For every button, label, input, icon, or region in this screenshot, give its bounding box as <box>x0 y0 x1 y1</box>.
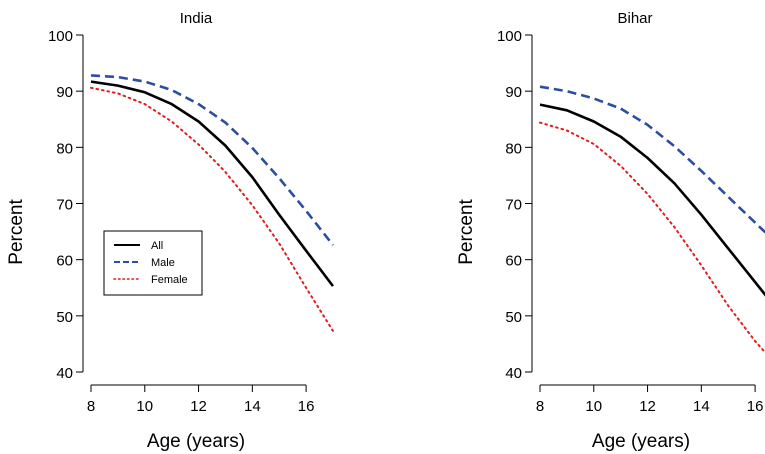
bihar-x-tick-label: 14 <box>693 398 710 415</box>
india-x-tick-label: 12 <box>190 398 207 415</box>
legend-label-male: Male <box>151 257 175 269</box>
bihar-y-tick-label: 100 <box>497 28 522 45</box>
india-y-tick-label: 60 <box>56 253 73 270</box>
india-y-axis-label: Percent <box>6 199 27 265</box>
india-y-tick-label: 100 <box>48 28 73 45</box>
bihar-y-tick-label: 40 <box>505 365 522 382</box>
india-y-tick-label: 50 <box>56 309 73 326</box>
bihar-y-tick-label: 70 <box>505 197 522 214</box>
india-y-tick-label: 70 <box>56 197 73 214</box>
india-series-all-line <box>90 80 335 287</box>
bihar-chart-title: Bihar <box>617 10 652 27</box>
india-series-male-line <box>90 74 335 246</box>
legend-box <box>103 230 203 296</box>
bihar-series-male-line <box>539 85 765 234</box>
bihar-x-tick-label: 12 <box>639 398 656 415</box>
india-x-tick-label: 8 <box>87 398 95 415</box>
bihar-x-tick-label: 16 <box>747 398 764 415</box>
bihar-y-tick-label: 90 <box>505 84 522 101</box>
india-chart-title: India <box>180 10 213 27</box>
legend-label-female: Female <box>151 274 188 286</box>
bihar-y-tick-label: 50 <box>505 309 522 326</box>
bihar-x-tick-label: 8 <box>536 398 544 415</box>
india-y-tick-label: 90 <box>56 84 73 101</box>
india-x-tick-label: 14 <box>244 398 261 415</box>
bihar-y-axis-label: Percent <box>456 199 477 265</box>
bihar-x-axis-label: Age (years) <box>592 431 690 452</box>
india-x-tick-label: 10 <box>136 398 153 415</box>
bihar-series-female-line <box>539 121 765 354</box>
bihar-series-all-line <box>539 103 765 297</box>
india-y-tick-label: 40 <box>56 365 73 382</box>
bihar-y-tick-label: 80 <box>505 140 522 157</box>
india-y-tick-label: 80 <box>56 140 73 157</box>
bihar-y-tick-label: 60 <box>505 253 522 270</box>
india-x-axis-label: Age (years) <box>147 431 245 452</box>
india-x-tick-label: 16 <box>298 398 315 415</box>
legend-label-all: All <box>151 240 163 252</box>
bihar-x-tick-label: 10 <box>585 398 602 415</box>
